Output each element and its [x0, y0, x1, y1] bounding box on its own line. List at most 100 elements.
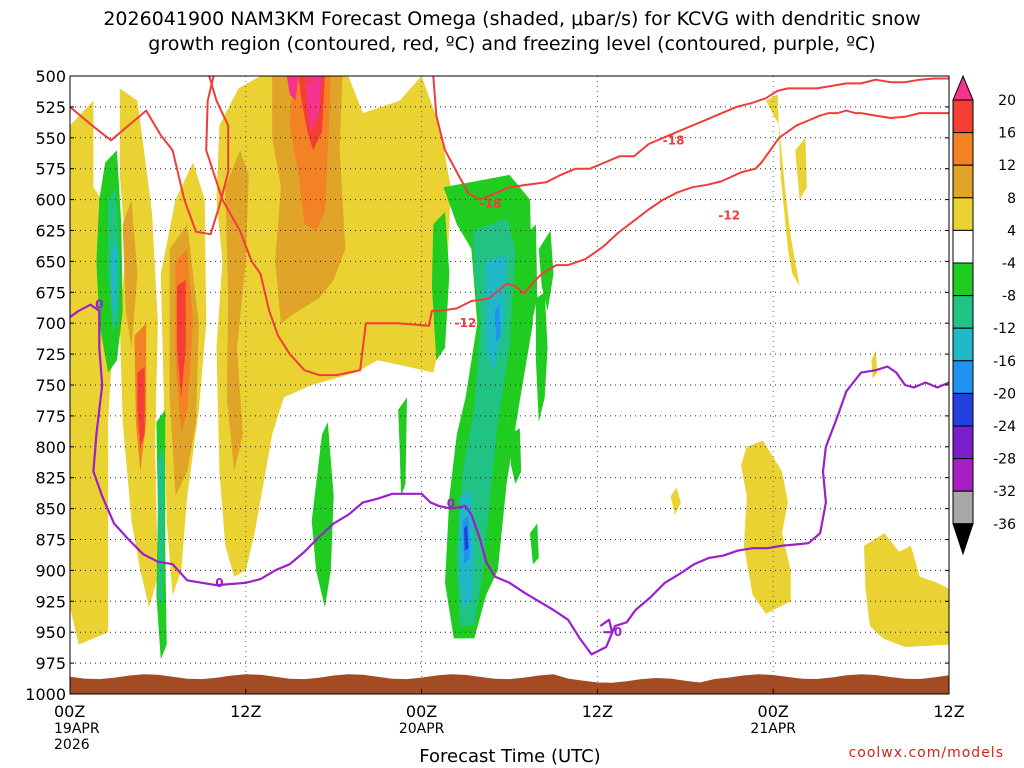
x-tick-label: 12Z — [933, 702, 964, 721]
colorbar-label: 20 — [998, 93, 1016, 109]
omega-region-4 — [795, 137, 807, 200]
omega-region-neg4 — [311, 422, 334, 608]
omega-region-4 — [871, 350, 878, 379]
contour-label: 0 — [215, 576, 223, 590]
contour-label: -18 — [480, 196, 502, 210]
colorbar-label: 12 — [998, 158, 1016, 174]
omega-region-8 — [225, 150, 249, 472]
omega-region-neg8 — [157, 446, 164, 608]
y-tick-label: 675 — [35, 283, 66, 302]
contour-label: -12 — [718, 209, 740, 223]
omega-region-20 — [286, 76, 299, 101]
x-tick-label: 12Z — [230, 702, 261, 721]
colorbar-box — [952, 99, 974, 134]
omega-region-neg20 — [464, 524, 469, 551]
colorbar-cap-top — [952, 74, 974, 101]
omega-region-4 — [670, 487, 681, 515]
colorbar-box — [952, 132, 974, 166]
colorbar-box — [952, 458, 974, 492]
x-tick-label: 00Z — [406, 702, 437, 721]
y-tick-label: 725 — [35, 345, 66, 364]
x-tick-label: 00Z — [54, 702, 85, 721]
omega-region-neg4 — [535, 292, 548, 423]
omega-region-20 — [305, 76, 322, 132]
pressure-axis: 500 525 550 575 600 625 650 675 700 725 750 775 800 8… — [25, 67, 949, 704]
colorbar-label: 4 — [1007, 223, 1016, 239]
y-tick-label: 825 — [35, 469, 66, 488]
omega-region-neg12 — [111, 242, 117, 314]
contour-label: 0 — [95, 298, 103, 312]
x-date-label: 21APR — [750, 721, 796, 737]
colorbar-box — [952, 262, 974, 297]
colorbar-cap-bottom — [952, 523, 974, 556]
omega-region-neg4 — [530, 523, 539, 565]
y-tick-label: 975 — [35, 654, 66, 673]
omega-region-4 — [741, 440, 791, 614]
x-date-label: 19APR — [54, 721, 100, 737]
contour-labels: -18 -18 -12 -12 0 0 0 0 — [95, 133, 740, 639]
omega-region-4 — [864, 533, 949, 647]
colorbar-box — [952, 295, 974, 329]
colorbar-box — [952, 197, 974, 231]
y-tick-label: 925 — [35, 592, 66, 611]
y-tick-label: 575 — [35, 160, 66, 179]
y-tick-label: 875 — [35, 531, 66, 550]
terrain-band — [70, 674, 949, 694]
contour-label: 0 — [614, 625, 622, 639]
grid-lines — [70, 76, 949, 694]
contour-lines — [70, 76, 949, 656]
colorbar-box — [952, 229, 974, 264]
omega-region-neg16 — [494, 304, 501, 342]
colorbar-label: -4 — [1002, 256, 1016, 272]
contour-label: 0 — [447, 497, 455, 511]
colorbar-label: -20 — [993, 386, 1016, 402]
x-tick-label: 12Z — [582, 702, 613, 721]
colorbar-label: 16 — [998, 126, 1016, 142]
colorbar-box — [952, 425, 974, 460]
colorbar-box — [952, 327, 974, 362]
y-tick-label: 650 — [35, 252, 66, 271]
omega-colorbar: 20 16 12 8 4 -4 -8 -12 -16 -20 -24 -28 -32 -36 — [952, 74, 1016, 556]
colorbar-box — [952, 392, 974, 427]
x-tick-label: 00Z — [758, 702, 789, 721]
omega-region-neg4 — [524, 224, 538, 324]
contour-label: -12 — [455, 316, 477, 330]
y-tick-label: 800 — [35, 438, 66, 457]
dgz-contour — [307, 79, 314, 84]
omega-region-neg4 — [398, 397, 407, 497]
colorbar-box — [952, 360, 974, 394]
y-tick-label: 1000 — [25, 685, 66, 704]
freezing-level-contour — [70, 303, 949, 656]
chart-title-line-2: growth region (contoured, red, ºC) and f… — [148, 33, 875, 55]
y-tick-label: 950 — [35, 623, 66, 642]
y-tick-label: 900 — [35, 561, 66, 580]
colorbar-label: 8 — [1007, 191, 1016, 207]
freezing-level-contour — [599, 618, 614, 634]
colorbar-label: -32 — [993, 484, 1016, 500]
dgz-contour — [70, 76, 230, 236]
y-tick-label: 750 — [35, 376, 66, 395]
omega-region-4 — [765, 94, 800, 287]
colorbar-box — [952, 164, 974, 199]
y-tick-label: 850 — [35, 500, 66, 519]
colorbar-label: -28 — [993, 452, 1016, 468]
y-tick-label: 500 — [35, 67, 66, 86]
y-tick-label: 550 — [35, 129, 66, 148]
colorbar-label: -36 — [993, 517, 1016, 533]
contour-label: -18 — [663, 133, 685, 147]
y-tick-label: 700 — [35, 314, 66, 333]
dgz-contour — [205, 76, 949, 377]
y-tick-label: 625 — [35, 222, 66, 241]
colorbar-box — [952, 490, 974, 525]
omega-region-16 — [176, 279, 186, 398]
omega-region-neg4 — [509, 428, 522, 484]
y-tick-label: 600 — [35, 191, 66, 210]
colorbar-label: -16 — [993, 354, 1016, 370]
colorbar-label: -12 — [993, 321, 1016, 337]
colorbar-label: -24 — [993, 419, 1016, 435]
y-tick-label: 775 — [35, 407, 66, 426]
dgz-contour — [432, 76, 949, 201]
x-axis-title: Forecast Time (UTC) — [419, 746, 600, 767]
y-tick-label: 525 — [35, 98, 66, 117]
